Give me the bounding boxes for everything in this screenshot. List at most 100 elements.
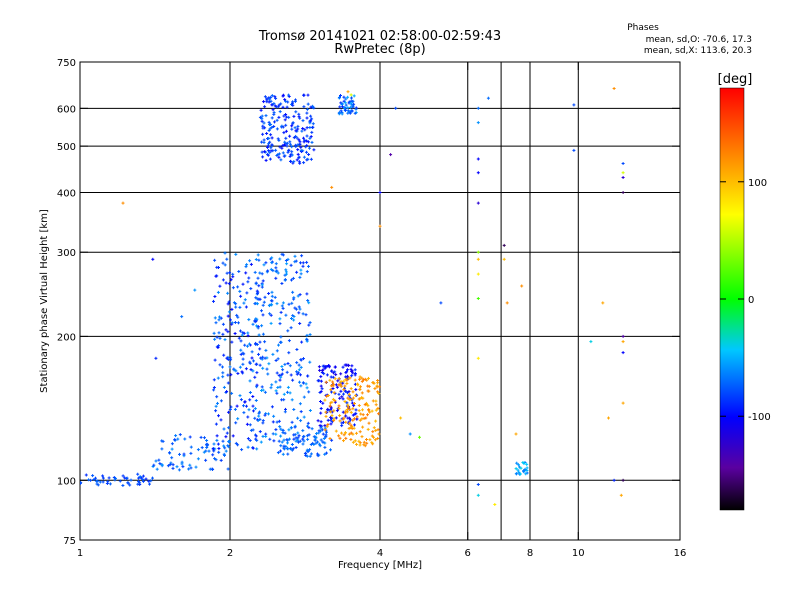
data-point	[367, 427, 369, 431]
data-point	[277, 451, 279, 455]
data-point	[304, 128, 306, 132]
data-point	[342, 410, 344, 414]
data-point	[306, 454, 308, 458]
data-point	[306, 144, 308, 148]
data-point	[283, 446, 285, 450]
data-point	[348, 364, 350, 367]
data-point	[254, 319, 256, 323]
data-point	[282, 105, 284, 109]
data-point	[307, 102, 309, 106]
data-point	[271, 116, 273, 120]
data-point	[248, 408, 250, 412]
data-point	[265, 432, 267, 436]
data-point	[222, 375, 224, 379]
stats-line-x: mean, sd,X: 113.6, 20.3	[644, 46, 752, 56]
data-point	[269, 140, 271, 144]
data-point	[354, 382, 356, 386]
data-point	[106, 482, 108, 485]
data-point	[233, 368, 235, 372]
data-point	[296, 370, 298, 374]
data-point	[307, 299, 309, 302]
data-point	[363, 378, 364, 382]
data-point	[287, 150, 289, 154]
data-point	[288, 93, 290, 97]
data-point	[283, 131, 285, 135]
data-point	[265, 348, 267, 352]
data-point	[344, 400, 346, 403]
data-point	[234, 332, 236, 335]
data-point	[179, 452, 180, 456]
data-point	[287, 100, 289, 104]
data-point	[254, 407, 256, 411]
data-point	[256, 317, 258, 321]
data-point	[179, 433, 181, 437]
data-point	[330, 415, 332, 419]
data-point	[367, 384, 369, 388]
data-point	[222, 365, 223, 369]
data-point	[279, 317, 281, 321]
data-point	[231, 321, 233, 325]
data-point	[345, 371, 347, 375]
data-point	[216, 434, 218, 438]
data-point	[276, 371, 278, 375]
data-point	[320, 379, 322, 383]
data-point	[323, 437, 325, 440]
data-point	[293, 437, 295, 441]
data-point	[238, 336, 240, 340]
data-point	[130, 478, 132, 482]
data-point	[280, 373, 282, 377]
data-point	[261, 385, 263, 389]
data-point	[261, 389, 262, 392]
data-point	[347, 106, 349, 110]
data-point	[310, 443, 312, 446]
data-point	[315, 436, 317, 440]
data-point	[282, 253, 284, 257]
data-point	[300, 148, 302, 152]
data-point	[222, 371, 224, 375]
data-point	[255, 281, 257, 285]
data-point	[339, 105, 341, 109]
data-point	[298, 363, 300, 367]
data-point	[361, 376, 363, 380]
data-point	[341, 395, 343, 399]
data-point	[340, 94, 341, 97]
data-point	[242, 351, 244, 355]
data-point	[217, 290, 219, 294]
data-point	[225, 281, 227, 285]
data-point	[290, 447, 292, 451]
data-point	[333, 417, 335, 421]
data-point	[298, 311, 300, 315]
data-point	[276, 118, 278, 122]
data-point	[365, 416, 367, 420]
data-point	[138, 480, 140, 483]
data-point	[293, 315, 295, 318]
data-point	[331, 438, 333, 442]
data-point	[608, 416, 609, 420]
data-point	[352, 418, 354, 422]
data-point	[141, 476, 143, 480]
data-point	[197, 457, 199, 461]
data-point	[240, 294, 242, 298]
x-tick-label: 8	[527, 548, 533, 559]
data-point	[292, 100, 294, 104]
data-point	[261, 117, 263, 121]
data-point	[201, 446, 203, 450]
data-point	[339, 436, 341, 440]
data-point	[271, 94, 273, 98]
data-point	[170, 461, 172, 465]
data-point	[138, 476, 140, 480]
data-point	[275, 262, 277, 266]
data-point	[354, 412, 356, 416]
data-point	[352, 390, 354, 394]
data-point	[477, 356, 479, 360]
data-point	[275, 96, 277, 100]
data-point	[242, 282, 244, 286]
data-point	[290, 373, 292, 377]
data-point	[351, 96, 352, 100]
data-point	[303, 415, 305, 419]
data-point	[222, 322, 224, 326]
data-point	[622, 162, 624, 165]
data-point	[367, 413, 368, 417]
data-point	[526, 462, 528, 466]
data-point	[259, 347, 261, 351]
